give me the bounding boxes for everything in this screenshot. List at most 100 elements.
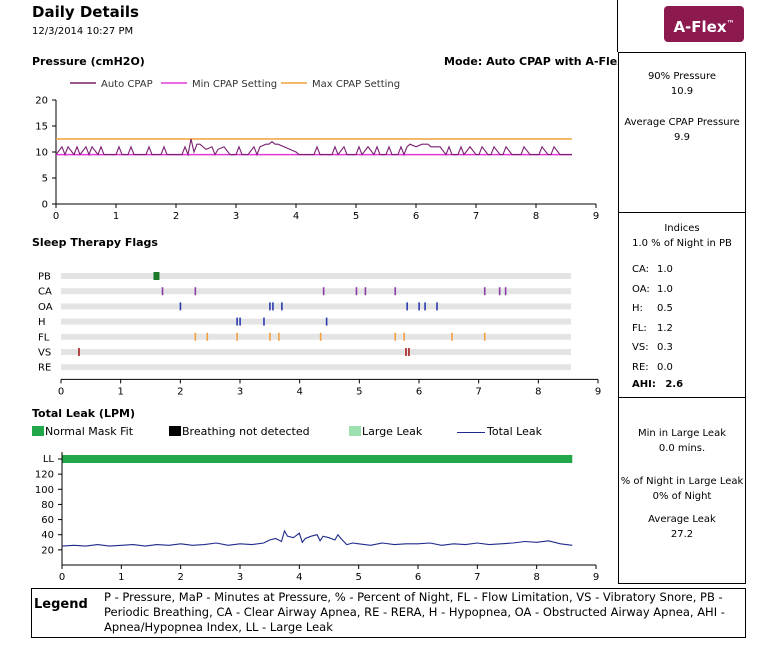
pressure-axes: 0 1 2 3 4 5 6 7 8 9 0 5 10 15 20 xyxy=(35,96,599,223)
leak-y-tick-label: 20 xyxy=(41,545,54,556)
flag-row-band xyxy=(61,333,571,340)
flags-section-title: Sleep Therapy Flags xyxy=(32,236,158,249)
flag-event xyxy=(206,332,209,341)
ahi-value: 2.6 xyxy=(665,379,684,390)
p90-label: 90% Pressure xyxy=(647,71,717,82)
leak-x-tick-label: 6 xyxy=(415,572,421,583)
large-leak-min-value: 0.0 mins. xyxy=(658,443,706,454)
leak-chart: LL 20 40 60 80 100 120 0 1 2 3 4 5 6 7 8 9 xyxy=(35,452,599,583)
flag-event xyxy=(408,348,410,356)
index-row: H: 0.5 xyxy=(632,299,745,319)
flag-row-label: CA xyxy=(38,287,52,298)
pb-percent: 1.0 % of Night in PB xyxy=(632,238,732,249)
legend-label-2: Max CPAP Setting xyxy=(312,79,400,90)
flag-event xyxy=(269,332,271,341)
y-tick-label: 0 xyxy=(42,200,48,211)
flags-x-tick-label: 9 xyxy=(595,386,601,397)
flag-event xyxy=(504,287,507,296)
leak-x-tick-label: 2 xyxy=(177,572,183,583)
flag-event xyxy=(403,332,405,341)
leak-x-tick-label: 1 xyxy=(118,572,124,583)
flags-x-tick-label: 7 xyxy=(475,386,481,397)
x-tick-label: 2 xyxy=(173,211,179,222)
y-tick-label: 5 xyxy=(42,174,48,185)
avg-pressure-label: Average CPAP Pressure xyxy=(624,117,740,128)
a-flex-badge-label: A-Flex xyxy=(673,18,727,36)
leak-x-tick-label: 4 xyxy=(296,572,302,583)
flag-row-band xyxy=(61,303,571,310)
leak-section-title: Total Leak (LPM) xyxy=(32,407,135,420)
index-value: 1.2 xyxy=(657,322,673,334)
flag-event xyxy=(272,302,274,311)
leak-x-tick-label: 8 xyxy=(533,572,539,583)
a-flex-badge: A-Flex™ xyxy=(664,6,744,42)
index-label: RE: xyxy=(632,361,649,373)
normal-mask-fit-band xyxy=(62,455,573,463)
large-leak-pct-label: % of Night in Large Leak xyxy=(620,476,744,487)
leak-key-label: Total Leak xyxy=(487,425,542,438)
flag-event xyxy=(483,332,486,341)
indices-title: Indices xyxy=(664,223,700,234)
flag-row-band xyxy=(61,364,571,371)
flag-event xyxy=(322,287,325,296)
flag-event xyxy=(278,332,280,341)
avg-leak-label: Average Leak xyxy=(648,514,716,525)
leak-key-swatch xyxy=(169,426,181,436)
flags-x-tick-label: 0 xyxy=(58,386,64,397)
leak-x-tick-label: 9 xyxy=(593,572,599,583)
flag-event xyxy=(281,302,283,311)
pressure-lines xyxy=(55,138,572,157)
page-title: Daily Details xyxy=(32,3,139,21)
flag-event xyxy=(394,332,397,341)
x-tick-label: 4 xyxy=(293,211,299,222)
x-tick-label: 1 xyxy=(113,211,119,222)
flag-event xyxy=(405,348,407,356)
leak-key-label: Breathing not detected xyxy=(182,425,310,438)
flag-event xyxy=(78,348,80,356)
mode-label: Mode: Auto CPAP with A-Flex xyxy=(444,55,625,68)
legend-title: Legend xyxy=(34,597,88,612)
index-label: CA: xyxy=(632,264,650,275)
flag-event xyxy=(269,302,271,311)
leak-key-item: Breathing not detected xyxy=(169,425,310,438)
legend-text: P - Pressure, MaP - Minutes at Pressure,… xyxy=(104,590,725,634)
flag-event xyxy=(263,317,265,326)
index-value: 0.0 xyxy=(657,361,673,373)
index-value: 0.3 xyxy=(657,342,673,353)
index-label: H: xyxy=(632,303,643,314)
leak-x-tick-label: 0 xyxy=(59,572,65,583)
p90-value: 10.9 xyxy=(670,86,694,97)
flag-row-band xyxy=(61,273,571,279)
ahi-row: AHI: 2.6 xyxy=(619,377,745,392)
leak-y-tick-label: 100 xyxy=(35,485,54,496)
flags-x-tick-label: 1 xyxy=(117,386,123,397)
indices-rows: CA: 1.0 OA: 1.0 H: 0.5 FL: 1.2 VS: 0.3 RE: 0.0 xyxy=(619,260,745,377)
flag-row-label: FL xyxy=(38,332,50,343)
leak-key-item: Normal Mask Fit xyxy=(32,425,133,438)
flag-event xyxy=(239,317,241,326)
large-leak-pct-value: 0% of Night xyxy=(652,491,712,502)
indices-panel: Indices 1.0 % of Night in PB CA: 1.0 OA: 1.… xyxy=(618,212,746,399)
pressure-summary-panel: 90% Pressure 10.9 Average CPAP Pressure … xyxy=(618,52,746,214)
flag-event xyxy=(451,332,453,341)
legend-box: Legend P - Pressure, MaP - Minutes at Pr… xyxy=(31,588,746,638)
leak-y-tick-label: 40 xyxy=(41,530,54,541)
flag-event xyxy=(436,302,438,311)
flag-event xyxy=(498,287,501,296)
flag-event xyxy=(319,332,322,341)
leak-key-label: Normal Mask Fit xyxy=(45,425,134,438)
legend-label-1: Min CPAP Setting xyxy=(192,79,277,90)
flag-event xyxy=(236,317,238,326)
index-label: FL: xyxy=(632,322,647,334)
x-tick-label: 7 xyxy=(473,211,479,222)
flag-row-band xyxy=(61,349,571,355)
leak-y-tick-label: 80 xyxy=(41,500,54,511)
index-value: 0.5 xyxy=(657,303,673,314)
total-leak-line xyxy=(61,529,573,547)
flag-row-label: OA xyxy=(38,302,53,313)
leak-y-tick-label: LL xyxy=(43,454,55,465)
leak-key-item: Total Leak xyxy=(457,425,542,438)
index-label: VS: xyxy=(632,342,649,353)
index-row: VS: 0.3 xyxy=(632,338,745,358)
y-tick-label: 20 xyxy=(35,96,48,107)
